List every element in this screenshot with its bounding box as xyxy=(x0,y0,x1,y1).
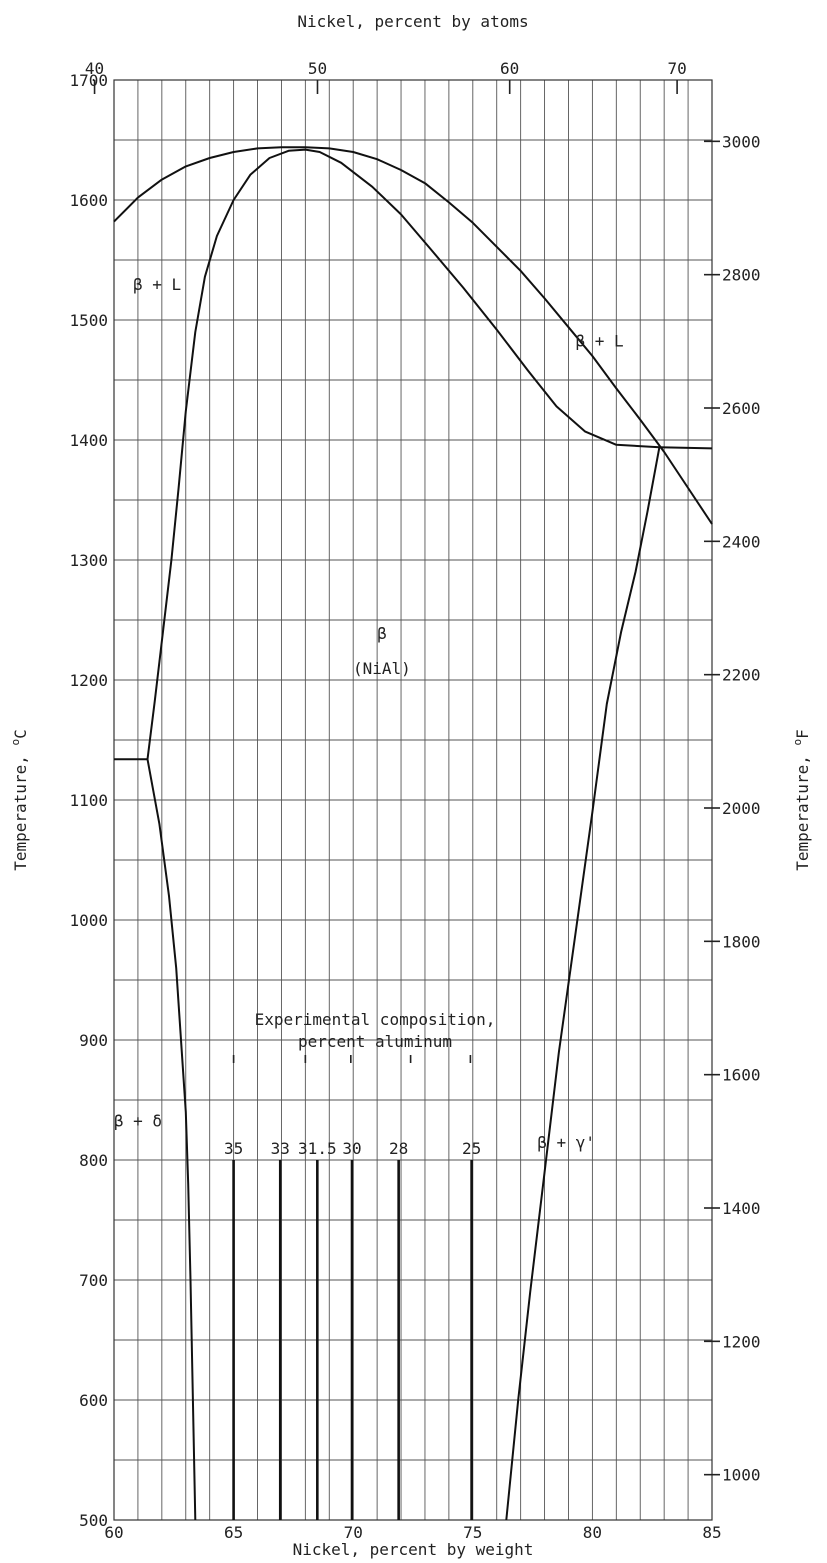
y-tick-label: 1700 xyxy=(69,71,108,90)
region-label: β + L xyxy=(575,331,623,350)
y2-tick-label: 2000 xyxy=(722,799,761,818)
x-tick-label: 70 xyxy=(344,1523,363,1542)
y-tick-label: 500 xyxy=(79,1511,108,1530)
composition-title-line1: Experimental composition, xyxy=(255,1010,496,1029)
y-tick-label: 1600 xyxy=(69,191,108,210)
y2-axis-title-deg: o xyxy=(791,739,804,746)
y-tick-label: 1500 xyxy=(69,311,108,330)
y-tick-label: 1000 xyxy=(69,911,108,930)
y2-tick-label: 1400 xyxy=(722,1199,761,1218)
region-label: β + L xyxy=(133,275,181,294)
y-tick-label: 900 xyxy=(79,1031,108,1050)
y-axis-title-text: Temperature, xyxy=(11,746,30,871)
composition-title-line2: percent aluminum xyxy=(298,1032,452,1051)
composition-label: 35 xyxy=(224,1139,243,1158)
top-tick-label: 40 xyxy=(85,59,104,78)
x-tick-label: 75 xyxy=(463,1523,482,1542)
y2-tick-label: 2600 xyxy=(722,399,761,418)
composition-label: 33 xyxy=(271,1139,290,1158)
region-label: β xyxy=(377,624,387,643)
axis-ticks: 500 600 700 800 900 1000 1100 1200 1300 1400 1500 1… xyxy=(69,59,760,1542)
y2-tick-label: 2800 xyxy=(722,266,761,285)
composition-label: 31.5 xyxy=(298,1139,337,1158)
top-tick-label: 60 xyxy=(500,59,519,78)
phase-boundary xyxy=(505,447,661,1521)
phase-boundary xyxy=(146,148,660,760)
composition-label: 30 xyxy=(342,1139,361,1158)
plot-frame xyxy=(113,79,713,1521)
x-tick-label: 65 xyxy=(224,1523,243,1542)
composition-label: 28 xyxy=(389,1139,408,1158)
phase-boundary xyxy=(659,446,713,450)
y-tick-label: 1200 xyxy=(69,671,108,690)
y2-tick-label: 1000 xyxy=(722,1466,761,1485)
top-tick-label: 70 xyxy=(667,59,686,78)
y-axis-title: Temperature, oC xyxy=(9,729,30,871)
top-tick-label: 50 xyxy=(308,59,327,78)
phase-boundaries xyxy=(113,146,713,1521)
y2-tick-label: 2200 xyxy=(722,666,761,685)
x-tick-label: 80 xyxy=(583,1523,602,1542)
composition-label: 25 xyxy=(462,1139,481,1158)
y-axis-title-unit: C xyxy=(11,729,30,739)
region-label: (NiAl) xyxy=(353,659,411,678)
region-label: β + γ' xyxy=(537,1133,595,1152)
y2-axis-title-unit: F xyxy=(793,729,812,739)
y2-tick-label: 1200 xyxy=(722,1332,761,1351)
x-tick-label: 60 xyxy=(104,1523,123,1542)
top-axis-title: Nickel, percent by atoms xyxy=(297,12,528,31)
y-tick-label: 600 xyxy=(79,1391,108,1410)
region-label: β + δ xyxy=(114,1111,162,1130)
phase-boundary xyxy=(113,146,713,525)
grid xyxy=(114,80,712,1520)
y-tick-label: 800 xyxy=(79,1151,108,1170)
y2-tick-label: 2400 xyxy=(722,532,761,551)
composition-lines: 35 33 31.5 30 28 25 xyxy=(224,1055,481,1520)
y2-tick-label: 1600 xyxy=(722,1066,761,1085)
y-axis-title-deg: o xyxy=(9,739,22,746)
y-tick-label: 1100 xyxy=(69,791,108,810)
phase-boundary xyxy=(146,759,197,1521)
y-tick-label: 1300 xyxy=(69,551,108,570)
y2-axis-title: Temperature, oF xyxy=(791,729,812,871)
y-tick-label: 1400 xyxy=(69,431,108,450)
region-labels: β + L β + L β (NiAl) β + δ β + γ' xyxy=(114,275,624,1152)
y2-tick-label: 3000 xyxy=(722,132,761,151)
y-tick-label: 700 xyxy=(79,1271,108,1290)
y2-axis-title-text: Temperature, xyxy=(793,746,812,871)
y2-tick-label: 1800 xyxy=(722,932,761,951)
x-tick-label: 85 xyxy=(702,1523,721,1542)
x-axis-title: Nickel, percent by weight xyxy=(293,1540,534,1559)
